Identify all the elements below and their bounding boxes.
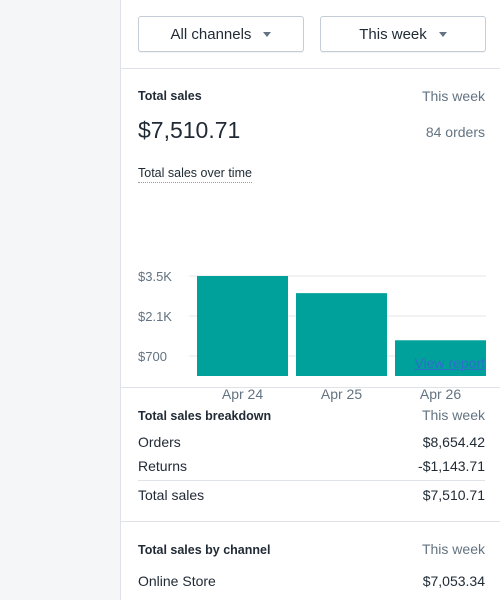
by-channel-title: Total sales by channel xyxy=(138,543,271,557)
sales-panel: All channels This week Total sales This … xyxy=(120,0,500,600)
left-gutter xyxy=(0,0,120,600)
y-tick-label: $2.1K xyxy=(138,309,172,324)
period-filter-label: This week xyxy=(359,25,427,43)
x-tick-label: Apr 24 xyxy=(222,386,263,402)
breakdown-period: This week xyxy=(421,407,485,423)
total-sales-amount: $7,510.71 xyxy=(138,117,241,143)
total-sales-card: Total sales This week $7,510.71 84 order… xyxy=(121,69,500,402)
channel-row-label: Online Store xyxy=(138,573,216,589)
breakdown-row-label: Returns xyxy=(138,458,188,474)
sales-by-channel-card: Total sales by channel This week Online … xyxy=(121,522,500,600)
sales-breakdown-card: Total sales breakdown This week Orders $… xyxy=(121,388,500,522)
chart-bar-apr-24[interactable] xyxy=(197,276,288,376)
caret-down-icon xyxy=(438,31,447,37)
by-channel-period: This week xyxy=(421,541,485,557)
y-tick-label: $700 xyxy=(138,349,167,364)
x-tick-label: Apr 25 xyxy=(321,386,362,402)
breakdown-divider xyxy=(138,480,485,481)
breakdown-row-label: Orders xyxy=(138,434,181,450)
chart-bar-apr-26[interactable] xyxy=(395,340,486,376)
channel-filter-label: All channels xyxy=(170,25,252,43)
sales-over-time-title[interactable]: Total sales over time xyxy=(138,166,252,183)
breakdown-row-value: $8,654.42 xyxy=(422,434,485,450)
breakdown-row-value: -$1,143.71 xyxy=(418,458,485,474)
breakdown-total-label: Total sales xyxy=(138,487,205,503)
y-tick-label: $3.5K xyxy=(138,269,172,284)
chart-bar-apr-25[interactable] xyxy=(296,293,387,376)
view-report-link[interactable]: View report xyxy=(414,355,485,371)
total-sales-period: This week xyxy=(421,88,485,104)
sales-over-time-chart: $3.5K $2.1K $700 Apr 24 Apr 25 Apr 26 xyxy=(138,269,486,402)
x-tick-label: Apr 26 xyxy=(420,386,461,402)
channel-filter-dropdown[interactable]: All channels xyxy=(138,16,304,52)
breakdown-title: Total sales breakdown xyxy=(138,409,272,423)
total-sales-title: Total sales xyxy=(138,89,202,103)
breakdown-total-value: $7,510.71 xyxy=(422,487,485,503)
period-filter-dropdown[interactable]: This week xyxy=(320,16,486,52)
channel-row-value: $7,053.34 xyxy=(422,573,485,589)
caret-down-icon xyxy=(263,31,272,37)
total-orders-count: 84 orders xyxy=(425,124,485,140)
filters-bar: All channels This week xyxy=(121,0,500,69)
